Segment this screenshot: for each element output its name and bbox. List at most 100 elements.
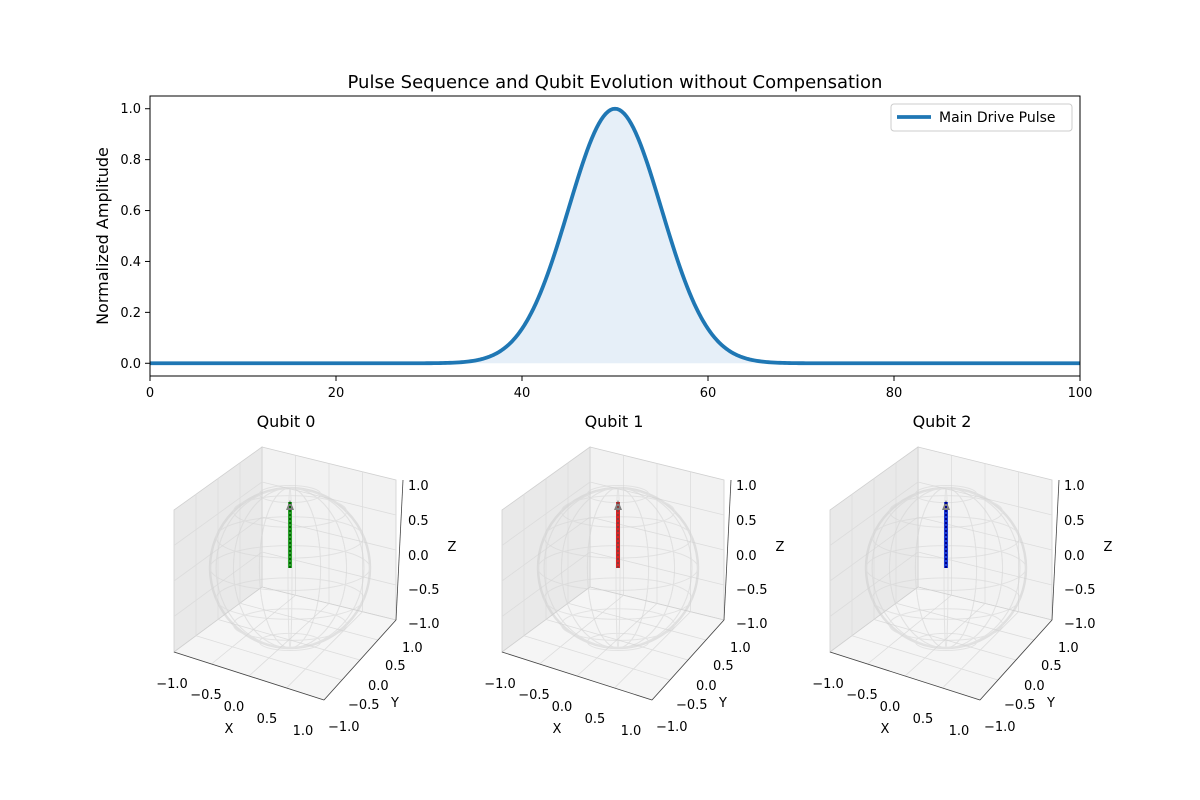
y-tick-label: −0.5 [1004, 698, 1036, 713]
grid-line [286, 611, 363, 689]
y-tick-label: 1.0 [1058, 641, 1079, 656]
x-tick-label: −1.0 [484, 677, 516, 692]
z-tick-label: −0.5 [736, 583, 768, 598]
legend: Main Drive Pulse [890, 103, 1073, 132]
z-tick-label: −1.0 [736, 617, 768, 632]
y-tick-label: 0.0 [696, 679, 717, 694]
x-tick-label: −1.0 [812, 677, 844, 692]
y-tick-label: 1.0 [402, 641, 423, 656]
y-tick-label: 0.0 [120, 357, 141, 372]
x-tick-label: −0.5 [190, 688, 222, 703]
sphere-wireframe [208, 485, 372, 651]
x-axis-label: X [881, 722, 890, 737]
y-axis-line [979, 619, 1053, 701]
x-tick-label: 60 [700, 386, 717, 401]
grid-line [589, 516, 725, 551]
x-tick-label: 0.0 [552, 700, 573, 715]
sphere-meridian [871, 487, 1021, 649]
z-tick-label: 1.0 [408, 479, 429, 494]
z-axis-label: Z [776, 540, 785, 555]
sphere-parallel [586, 632, 650, 651]
y-tick-label: 0.5 [713, 659, 734, 674]
y-tick-label: 0.2 [120, 306, 141, 321]
z-axis-label: Z [448, 540, 457, 555]
x-tick-label: 1.0 [949, 724, 970, 739]
bloch-sphere-qubit-2: −1.0−0.50.00.51.0X −1.0−0.50.00.51.0Y−1.0… [812, 412, 1112, 739]
sphere-parallel [215, 577, 365, 620]
x-tick-label: 1.0 [293, 724, 314, 739]
y-axis-line [651, 619, 725, 701]
z-tick-label: −1.0 [1064, 617, 1096, 632]
z-tick-label: 0.0 [736, 549, 757, 564]
sphere-meridian [543, 487, 693, 649]
z-tick-label: 0.0 [408, 549, 429, 564]
sphere-parallel [871, 577, 1021, 620]
pulse-fill-area [150, 108, 1080, 364]
x-axis-line [173, 651, 325, 701]
y-tick-label: 0.6 [120, 204, 141, 219]
y-tick-label: 0.5 [1041, 659, 1062, 674]
y-axis-label: Y [1046, 696, 1055, 711]
y-axis-label: Y [390, 696, 399, 711]
y-axis-label: Y [718, 696, 727, 711]
state-vector-arrowhead [942, 500, 950, 510]
x-tick-label: 20 [328, 386, 345, 401]
x-tick-label: 0.5 [257, 712, 278, 727]
x-axis-label: X [553, 722, 562, 737]
legend-box [890, 103, 1073, 132]
x-tick-label: 0.0 [224, 700, 245, 715]
y-tick-label: 0.0 [1024, 679, 1045, 694]
x-tick-label: 80 [886, 386, 903, 401]
x-tick-label: 0.0 [880, 700, 901, 715]
sphere-parallel [232, 608, 348, 641]
grid-line [567, 602, 707, 641]
pulse-chart: 0 20 40 60 80 100 0.0 0.2 0.4 0.6 0.8 1.0 Normalized… [93, 95, 1093, 401]
state-vector-arrowhead [614, 500, 622, 510]
plot-frame [149, 95, 1081, 377]
z-axis-line [723, 479, 732, 621]
z-tick-label: 0.5 [1064, 514, 1085, 529]
y-tick-label: −0.5 [348, 698, 380, 713]
x-tick-label: 100 [1068, 386, 1093, 401]
sphere-wireframe [864, 485, 1028, 651]
sphere-parallel [914, 632, 978, 651]
grid-line [942, 611, 1019, 689]
y-axis-line [323, 619, 397, 701]
sphere-parallel [560, 608, 676, 641]
x-axis-label: X [225, 722, 234, 737]
grid-line [239, 602, 379, 641]
bloch-sphere-qubit-0: −1.0−0.50.00.51.0X −1.0−0.50.00.51.0Y−1.0… [156, 412, 456, 739]
z-tick-label: 1.0 [736, 479, 757, 494]
sphere-parallel [888, 608, 1004, 641]
z-tick-label: 0.0 [1064, 549, 1085, 564]
x-axis-line [501, 651, 653, 701]
subplot-title: Qubit 1 [585, 412, 644, 431]
x-tick-label: −0.5 [518, 688, 550, 703]
y-tick-label: 0.4 [120, 255, 141, 270]
state-vector-arrowhead [286, 500, 294, 510]
z-axis-label: Z [1104, 540, 1113, 555]
sphere-meridian [215, 487, 365, 649]
grid-line [589, 551, 725, 586]
y-tick-label: 0.5 [385, 659, 406, 674]
x-tick-label: 0.5 [913, 712, 934, 727]
legend-label: Main Drive Pulse [939, 110, 1056, 126]
z-tick-label: −0.5 [1064, 583, 1096, 598]
subplot-title: Qubit 2 [913, 412, 972, 431]
z-tick-label: −1.0 [408, 617, 440, 632]
z-tick-label: −0.5 [408, 583, 440, 598]
x-tick-label: 1.0 [621, 724, 642, 739]
y-tick-label: −1.0 [328, 720, 360, 735]
grid-line [917, 551, 1053, 586]
z-tick-label: 1.0 [1064, 479, 1085, 494]
y-tick-label: 1.0 [730, 641, 751, 656]
series-line-main-drive-pulse [150, 106, 1080, 366]
x-tick-label: −0.5 [846, 688, 878, 703]
y-tick-label: 0.8 [120, 153, 141, 168]
x-tick-label: 0 [146, 386, 154, 401]
grid-line [261, 551, 397, 586]
z-axis-line [395, 479, 404, 621]
y-tick-label: −1.0 [984, 720, 1016, 735]
x-tick-label: −1.0 [156, 677, 188, 692]
